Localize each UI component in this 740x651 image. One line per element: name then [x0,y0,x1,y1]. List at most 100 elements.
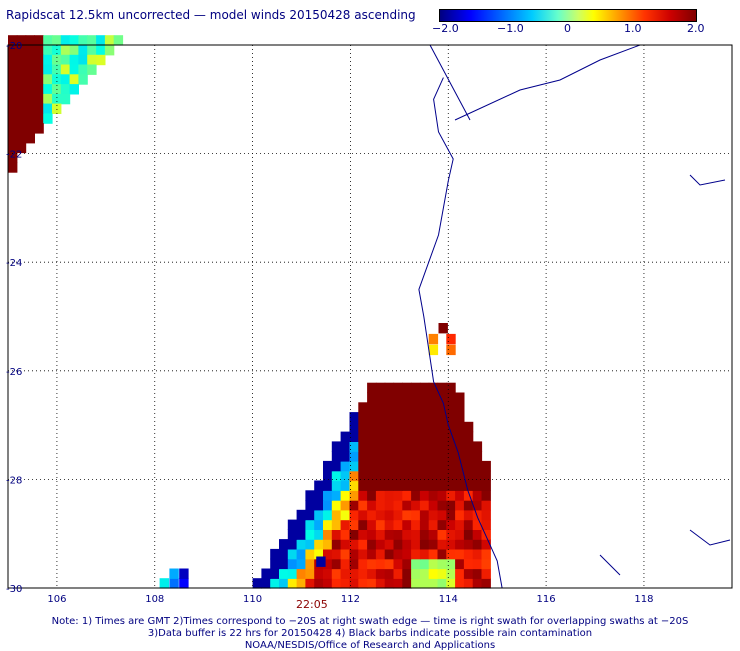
wind-cell [455,412,465,423]
wind-cell [261,578,271,589]
wind-cell [340,490,350,501]
wind-cell [481,480,491,491]
wind-cell [34,123,44,134]
wind-cell [463,470,474,482]
wind-cell [402,529,412,540]
wind-cell [446,529,456,540]
wind-cell [305,500,315,511]
wind-cell [349,539,359,550]
wind-cell [446,392,456,403]
wind-cell [349,519,359,530]
wind-cell [8,152,18,163]
wind-cell [349,548,359,560]
wind-cell [393,382,403,394]
wind-cell [402,460,412,472]
wind-cell [384,558,395,570]
wind-cell [428,529,439,540]
wind-cell [323,460,333,472]
wind-cell [87,54,97,66]
wind-cell [8,84,18,95]
wind-cell [104,35,115,46]
wind-cell [384,509,395,521]
wind-cell [481,578,491,589]
wind-cell [8,162,18,173]
wind-cell [69,74,79,85]
wind-cell [367,490,377,501]
wind-cell [367,539,377,550]
wind-cell [446,470,456,482]
wind-cell [96,54,106,66]
wind-cell [296,578,306,589]
wind-cell [463,421,474,433]
wind-cell [367,451,377,462]
wind-cell [296,568,306,579]
wind-cell [393,451,403,462]
wind-cell [411,578,421,589]
wind-cell [437,451,447,462]
wind-cell [393,558,403,570]
wind-cell [455,509,465,521]
wind-cell [358,441,368,452]
wind-cell [349,480,359,491]
wind-cell [358,451,368,462]
wind-cell [349,431,359,442]
wind-cell [419,441,430,452]
wind-cell [340,451,350,462]
wind-cell [349,558,359,570]
swath-time-label: 22:05 [296,598,328,611]
wind-cell [411,460,421,472]
wind-cell [8,103,18,114]
wind-cell [78,74,88,85]
wind-cell [437,558,447,570]
wind-cell [358,500,368,511]
wind-cell [419,470,430,482]
wind-cell [411,480,421,491]
y-tick-label: -28 [6,475,22,486]
wind-cell [402,578,412,589]
wind-cell [358,509,368,521]
y-tick-label: -20 [6,41,22,52]
wind-cell [314,490,324,501]
wind-cell [34,93,44,105]
wind-cell [428,500,439,511]
wind-cell [419,509,430,521]
wind-cell [419,480,430,491]
wind-cell [287,558,298,570]
wind-cell [446,431,456,442]
note-line-1: Note: 1) Times are GMT 2)Times correspon… [51,616,689,627]
wind-cell [323,578,333,589]
wind-cell [393,548,403,560]
wind-cell [393,460,403,472]
wind-cell [411,412,421,423]
wind-cell [349,578,359,589]
wind-cell [384,412,395,423]
wind-cell [179,568,189,579]
wind-cell [358,548,368,560]
wind-cell [25,45,35,56]
wind-cell [393,529,403,540]
wind-cell [402,558,412,570]
wind-cell [472,548,483,560]
wind-cell [305,548,315,560]
wind-cell [252,578,262,589]
wind-cell [411,421,421,433]
wind-cell [455,568,465,579]
wind-cell [296,529,306,540]
wind-cell [43,103,53,114]
wind-cell [305,539,315,550]
wind-cell [367,500,377,511]
wind-cell [419,431,430,442]
wind-cell [402,431,412,442]
wind-cell [78,64,88,75]
wind-cell [463,568,474,579]
wind-cell [472,519,483,530]
wind-cell [446,578,456,589]
wind-cell [323,539,333,550]
wind-cell [446,460,456,472]
wind-cell [323,509,333,521]
wind-cell [402,548,412,560]
wind-cell [419,578,430,589]
wind-cell [402,412,412,423]
wind-cell [296,509,306,521]
